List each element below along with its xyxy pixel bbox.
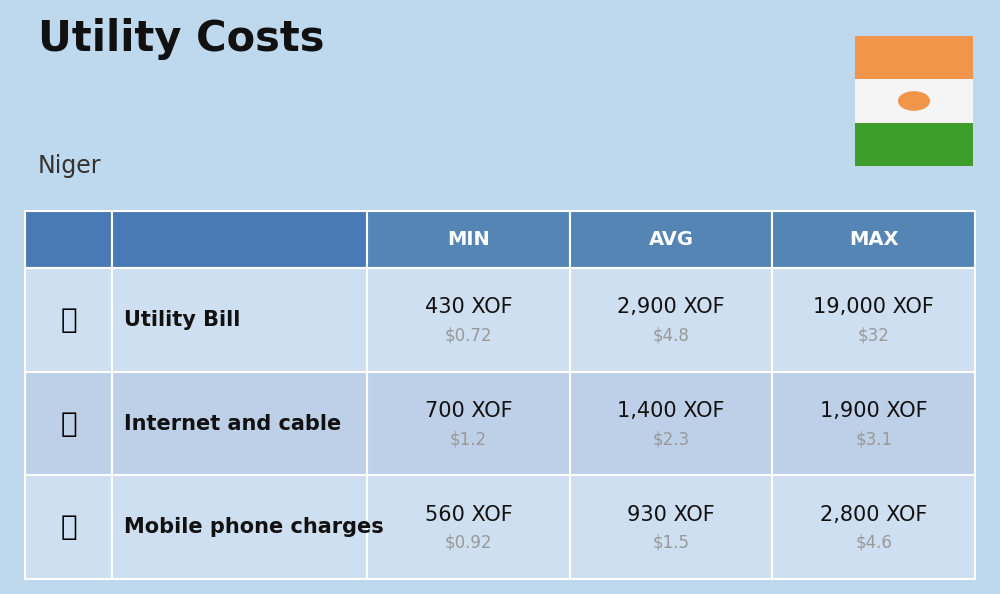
Circle shape xyxy=(899,92,929,110)
Bar xyxy=(772,268,975,372)
Text: 🔧: 🔧 xyxy=(60,306,77,334)
Text: $1.5: $1.5 xyxy=(653,534,690,552)
Text: Internet and cable: Internet and cable xyxy=(124,413,342,434)
Bar xyxy=(772,372,975,475)
Text: Utility Bill: Utility Bill xyxy=(124,310,241,330)
Text: 📱: 📱 xyxy=(60,513,77,541)
Bar xyxy=(367,372,570,475)
Text: $3.1: $3.1 xyxy=(855,430,892,448)
Bar xyxy=(112,475,367,579)
Text: 560 XOF: 560 XOF xyxy=(425,505,512,525)
Bar xyxy=(25,475,112,579)
Text: $32: $32 xyxy=(858,326,890,345)
Text: 700 XOF: 700 XOF xyxy=(425,401,512,421)
Bar xyxy=(570,211,772,268)
Text: $0.72: $0.72 xyxy=(445,326,492,345)
Text: Niger: Niger xyxy=(38,154,102,178)
Bar xyxy=(112,372,367,475)
Text: 19,000 XOF: 19,000 XOF xyxy=(813,298,934,317)
Text: 1,900 XOF: 1,900 XOF xyxy=(820,401,928,421)
Text: Utility Costs: Utility Costs xyxy=(38,18,324,60)
Bar xyxy=(367,211,570,268)
Text: $1.2: $1.2 xyxy=(450,430,487,448)
Text: $2.3: $2.3 xyxy=(653,430,690,448)
Text: 930 XOF: 930 XOF xyxy=(627,505,715,525)
Text: $4.6: $4.6 xyxy=(855,534,892,552)
Bar xyxy=(25,372,112,475)
Bar xyxy=(367,268,570,372)
Text: Mobile phone charges: Mobile phone charges xyxy=(124,517,384,538)
Bar xyxy=(772,475,975,579)
Text: $0.92: $0.92 xyxy=(445,534,492,552)
Text: 📶: 📶 xyxy=(60,409,77,438)
Bar xyxy=(855,79,973,123)
Bar xyxy=(570,475,772,579)
Text: 2,900 XOF: 2,900 XOF xyxy=(617,298,725,317)
Text: 430 XOF: 430 XOF xyxy=(425,298,512,317)
Text: $4.8: $4.8 xyxy=(653,326,690,345)
Bar xyxy=(570,268,772,372)
Bar xyxy=(772,211,975,268)
Bar xyxy=(367,475,570,579)
Bar xyxy=(855,36,973,79)
Bar xyxy=(112,268,367,372)
Text: MAX: MAX xyxy=(849,230,898,249)
Text: AVG: AVG xyxy=(649,230,694,249)
Text: 2,800 XOF: 2,800 XOF xyxy=(820,505,927,525)
Bar xyxy=(25,211,112,268)
Bar xyxy=(855,123,973,166)
Text: 1,400 XOF: 1,400 XOF xyxy=(617,401,725,421)
Bar xyxy=(112,211,367,268)
Bar xyxy=(25,268,112,372)
Bar xyxy=(570,372,772,475)
Text: MIN: MIN xyxy=(447,230,490,249)
